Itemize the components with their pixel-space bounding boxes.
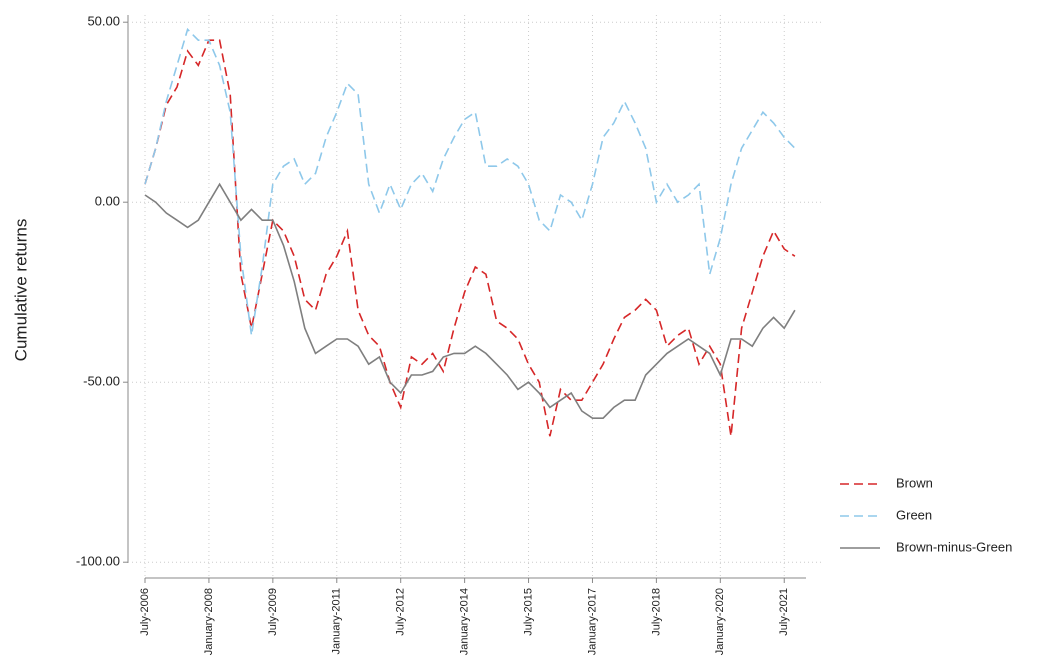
x-tick-label: July-2012: [395, 588, 407, 636]
x-tick-label: July-2018: [650, 588, 662, 636]
legend-label: Brown: [896, 475, 933, 490]
y-tick-label: 0.00: [95, 194, 120, 209]
y-tick-label: -100.00: [76, 554, 120, 569]
y-axis-label: Cumulative returns: [11, 219, 30, 362]
x-tick-label: January-2008: [203, 588, 215, 655]
x-tick-label: January-2014: [459, 588, 471, 655]
x-tick-label: January-2011: [331, 588, 343, 654]
x-tick-label: July-2009: [267, 588, 279, 636]
x-tick-label: July-2006: [139, 588, 151, 636]
y-tick-label: -50.00: [83, 374, 120, 389]
legend-label: Green: [896, 507, 932, 522]
y-tick-label: 50.00: [87, 14, 120, 29]
x-tick-label: July-2021: [778, 588, 790, 636]
series-line: [144, 27, 796, 336]
x-tick-label: July-2015: [522, 588, 534, 636]
series-line: [144, 39, 796, 437]
x-tick-label: January-2020: [714, 588, 726, 655]
series-line: [144, 182, 796, 419]
legend-label: Brown-minus-Green: [896, 539, 1012, 554]
x-tick-label: January-2017: [586, 588, 598, 655]
